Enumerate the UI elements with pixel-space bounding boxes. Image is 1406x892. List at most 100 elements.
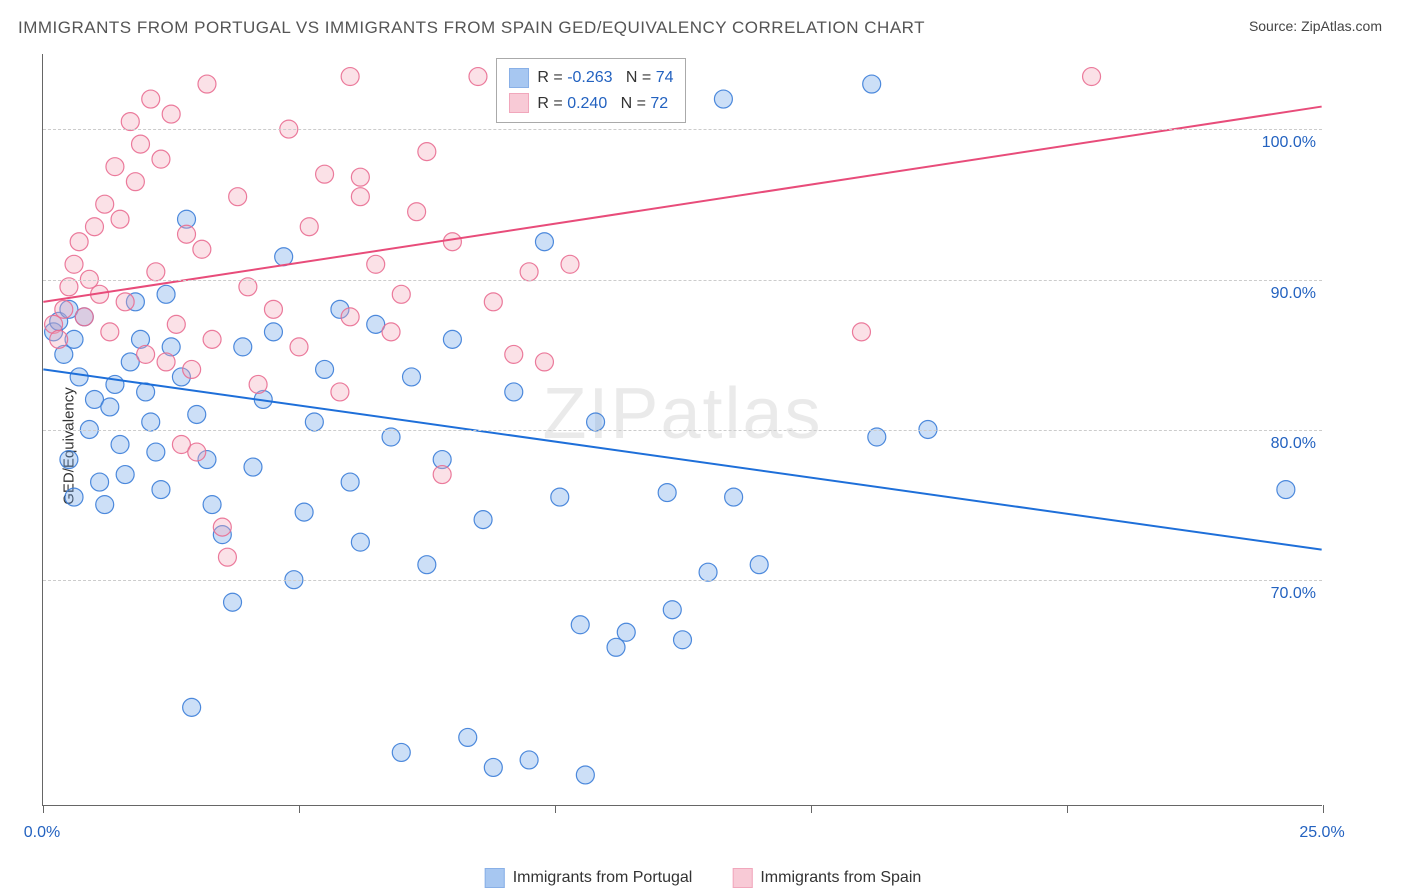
- scatter-point: [101, 398, 119, 416]
- legend-series-label: Immigrants from Portugal: [513, 869, 693, 887]
- scatter-point: [183, 360, 201, 378]
- scatter-point: [116, 293, 134, 311]
- scatter-point: [1277, 481, 1295, 499]
- scatter-point: [75, 308, 93, 326]
- plot-area: ZIPatlas 70.0%80.0%90.0%100.0%: [42, 54, 1322, 806]
- scatter-point: [587, 413, 605, 431]
- scatter-point: [571, 616, 589, 634]
- scatter-point: [551, 488, 569, 506]
- scatter-point: [535, 353, 553, 371]
- scatter-point: [229, 188, 247, 206]
- scatter-point: [351, 188, 369, 206]
- legend-swatch: [509, 93, 529, 113]
- scatter-point: [300, 218, 318, 236]
- x-tick-label: 25.0%: [1299, 824, 1344, 842]
- scatter-point: [341, 68, 359, 86]
- scatter-point: [152, 150, 170, 168]
- scatter-point: [264, 300, 282, 318]
- source-value: ZipAtlas.com: [1301, 18, 1382, 34]
- scatter-point: [224, 593, 242, 611]
- scatter-point: [178, 225, 196, 243]
- scatter-point: [617, 623, 635, 641]
- scatter-point: [699, 563, 717, 581]
- y-tick-label: 80.0%: [1271, 435, 1316, 453]
- legend-series-label: Immigrants from Spain: [760, 869, 921, 887]
- scatter-point: [65, 488, 83, 506]
- scatter-point: [157, 353, 175, 371]
- scatter-point: [505, 345, 523, 363]
- scatter-point: [305, 413, 323, 431]
- scatter-point: [121, 113, 139, 131]
- stats-legend-row: R = 0.240 N = 72: [509, 91, 673, 117]
- scatter-point: [249, 375, 267, 393]
- scatter-point: [157, 285, 175, 303]
- scatter-point: [351, 168, 369, 186]
- scatter-point: [188, 443, 206, 461]
- scatter-point: [111, 436, 129, 454]
- scatter-point: [162, 105, 180, 123]
- scatter-point: [65, 255, 83, 273]
- scatter-point: [193, 240, 211, 258]
- x-tick: [555, 805, 556, 813]
- scatter-point: [443, 330, 461, 348]
- scatter-point: [561, 255, 579, 273]
- scatter-point: [505, 383, 523, 401]
- source-attribution: Source: ZipAtlas.com: [1249, 18, 1382, 34]
- legend-stats-text: R = -0.263 N = 74: [537, 65, 673, 91]
- scatter-point: [137, 345, 155, 363]
- scatter-point: [520, 751, 538, 769]
- legend-swatch: [732, 868, 752, 888]
- scatter-point: [418, 556, 436, 574]
- scatter-point: [382, 323, 400, 341]
- scatter-point: [725, 488, 743, 506]
- scatter-point: [91, 473, 109, 491]
- scatter-point: [142, 413, 160, 431]
- bottom-legend-item: Immigrants from Portugal: [485, 868, 693, 888]
- scatter-point: [658, 484, 676, 502]
- y-tick-label: 70.0%: [1271, 585, 1316, 603]
- scatter-point: [96, 496, 114, 514]
- scatter-point: [474, 511, 492, 529]
- scatter-point: [331, 383, 349, 401]
- scatter-point: [392, 743, 410, 761]
- scatter-point: [469, 68, 487, 86]
- gridline-h: [43, 430, 1322, 431]
- scatter-point: [852, 323, 870, 341]
- scatter-point: [316, 165, 334, 183]
- scatter-point: [218, 548, 236, 566]
- scatter-point: [403, 368, 421, 386]
- scatter-point: [418, 143, 436, 161]
- scatter-point: [188, 405, 206, 423]
- scatter-point: [290, 338, 308, 356]
- scatter-point: [674, 631, 692, 649]
- scatter-point: [576, 766, 594, 784]
- scatter-point: [244, 458, 262, 476]
- scatter-point: [392, 285, 410, 303]
- scatter-point: [126, 173, 144, 191]
- scatter-point: [198, 75, 216, 93]
- scatter-point: [60, 451, 78, 469]
- x-tick: [1067, 805, 1068, 813]
- stats-legend-row: R = -0.263 N = 74: [509, 65, 673, 91]
- scatter-point: [147, 443, 165, 461]
- scatter-point: [367, 255, 385, 273]
- scatter-point: [70, 368, 88, 386]
- scatter-point: [234, 338, 252, 356]
- scatter-point: [116, 466, 134, 484]
- x-tick-label: 0.0%: [24, 824, 60, 842]
- chart-title: IMMIGRANTS FROM PORTUGAL VS IMMIGRANTS F…: [18, 18, 925, 38]
- scatter-point: [459, 728, 477, 746]
- scatter-point: [70, 233, 88, 251]
- scatter-point: [863, 75, 881, 93]
- gridline-h: [43, 129, 1322, 130]
- scatter-point: [183, 698, 201, 716]
- scatter-point: [714, 90, 732, 108]
- y-tick-label: 100.0%: [1262, 134, 1316, 152]
- scatter-point: [1083, 68, 1101, 86]
- scatter-point: [203, 330, 221, 348]
- x-tick: [1323, 805, 1324, 813]
- scatter-point: [132, 135, 150, 153]
- scatter-point: [408, 203, 426, 221]
- legend-swatch: [509, 68, 529, 88]
- trend-line: [43, 369, 1321, 549]
